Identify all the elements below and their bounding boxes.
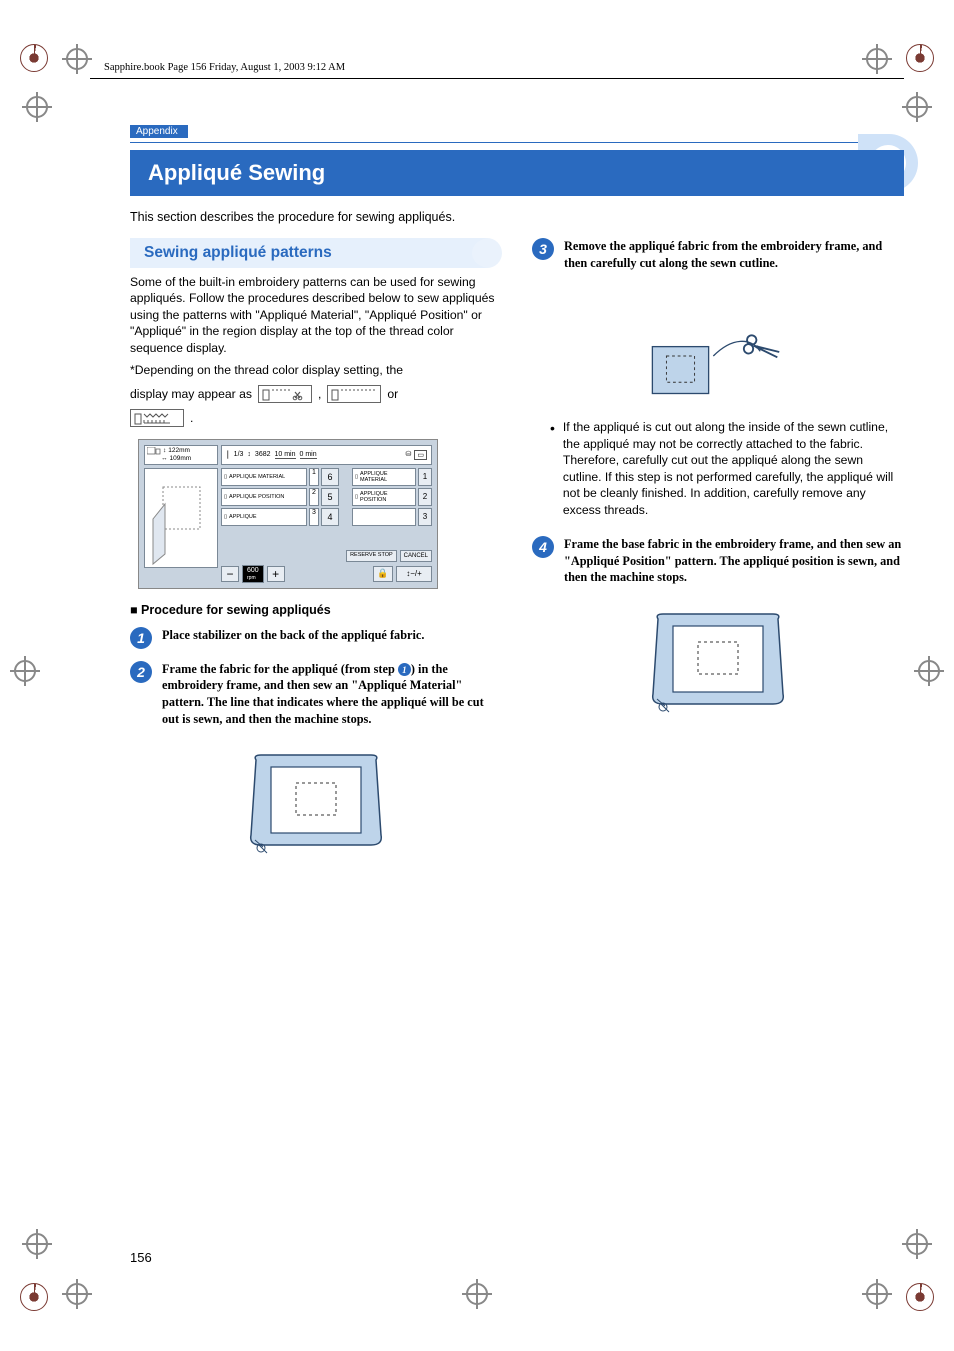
step-num-3: 3 (532, 238, 554, 260)
crop-target (66, 1283, 88, 1305)
page-title: Appliqué Sewing (130, 150, 904, 196)
step-num-1: 1 (130, 627, 152, 649)
spool-icon: ▯ (224, 514, 227, 520)
para-1: Some of the built-in embroidery patterns… (130, 274, 502, 356)
diagram-hoop-2 (643, 604, 793, 714)
lcd-spool-icon: ⛁ (406, 450, 412, 460)
crop-target (26, 1233, 48, 1255)
step-4: 4 Frame the base fabric in the embroider… (532, 536, 904, 586)
display-icon-2 (327, 385, 381, 403)
crop-target (918, 660, 940, 682)
step-3-bullet: If the appliqué is cut out along the ins… (550, 419, 904, 518)
right-column: 3 Remove the appliqué fabric from the em… (532, 238, 904, 855)
lcd-rnum1: 1 (418, 468, 432, 486)
lcd-row2: APPLIQUE POSITION (229, 494, 284, 500)
lcd-size-h: 122mm (168, 447, 190, 454)
spool-icon: ▯ (355, 474, 358, 480)
crop-rosette (906, 1283, 934, 1311)
crop-target (14, 660, 36, 682)
note-or: or (387, 387, 398, 401)
lcd-row1: APPLIQUE MATERIAL (229, 474, 285, 480)
header-rule (90, 78, 904, 79)
display-icon-1 (258, 385, 312, 403)
lcd-rside2: APPLIQUE POSITION (360, 491, 413, 503)
diagram-hoop-1 (241, 745, 391, 855)
step-2-text: Frame the fabric for the appliqué (from … (162, 661, 502, 727)
rpm-label: rpm (247, 575, 256, 581)
lcd-rside1: APPLIQUE MATERIAL (360, 471, 413, 483)
crop-target (906, 96, 928, 118)
lcd-frame-icon: ▭ (414, 450, 427, 460)
page-number: 156 (130, 1250, 152, 1265)
rpm-plus-button[interactable]: + (267, 566, 285, 582)
cancel-button[interactable]: CANCEL (400, 550, 432, 562)
display-icon-3 (130, 409, 184, 427)
step-1: 1 Place stabilizer on the back of the ap… (130, 627, 502, 649)
display-icon-row: display may appear as , (130, 385, 502, 403)
appendix-strip: Appendix (130, 121, 904, 143)
crop-target (66, 48, 88, 70)
step-1-text: Place stabilizer on the back of the appl… (162, 627, 424, 644)
step-num-2: 2 (130, 661, 152, 683)
step-2: 2 Frame the fabric for the appliqué (fro… (130, 661, 502, 727)
crop-rosette (20, 1283, 48, 1311)
note-line: display may appear as (130, 387, 252, 401)
lock-button[interactable]: 🔒 (373, 566, 393, 582)
note-prefix: *Depending on the thread color display s… (130, 362, 502, 378)
note-period: . (190, 411, 193, 425)
crop-rosette (906, 44, 934, 72)
spool-icon: ▯ (224, 494, 227, 500)
step-num-4: 4 (532, 536, 554, 558)
lcd-btn-5[interactable]: 5 (321, 488, 339, 506)
procedure-heading: Procedure for sewing appliqués (130, 603, 502, 617)
step-3: 3 Remove the appliqué fabric from the em… (532, 238, 904, 271)
step-4-text: Frame the base fabric in the embroidery … (564, 536, 904, 586)
display-icon-row-2: . (130, 409, 502, 427)
appendix-label: Appendix (130, 125, 188, 138)
page-body: Sapphire.book Page 156 Friday, August 1,… (90, 50, 904, 1301)
lcd-btn-4[interactable]: 4 (321, 508, 339, 526)
subsection-heading: Sewing appliqué patterns (130, 238, 502, 268)
inline-step-ref-1: 1 (398, 663, 411, 676)
crop-rosette (20, 44, 48, 72)
lcd-time2: 0 min (300, 451, 317, 459)
intro-text: This section describes the procedure for… (130, 210, 904, 224)
lcd-frac: 1/3 (234, 451, 244, 458)
spool-icon: ▯ (224, 474, 227, 480)
machine-lcd-screenshot: ↕122mm ↔109mm ⎮ 1/3 ↕ 3682 10 min 0 min … (138, 439, 438, 589)
note-sep: , (318, 387, 321, 401)
lcd-time1: 10 min (275, 451, 296, 459)
lcd-row3: APPLIQUE (229, 514, 257, 520)
lcd-size-w: 109mm (170, 455, 192, 462)
crop-target (906, 1233, 928, 1255)
spool-icon: ▯ (355, 494, 358, 500)
book-header: Sapphire.book Page 156 Friday, August 1,… (104, 62, 904, 73)
two-column-layout: Sewing appliqué patterns Some of the bui… (130, 238, 904, 855)
crop-target (26, 96, 48, 118)
left-column: Sewing appliqué patterns Some of the bui… (130, 238, 502, 855)
lcd-rnum2: 2 (418, 488, 432, 506)
needle-icon: ⎮ (226, 451, 230, 459)
reserve-stop-button[interactable]: RESERVE STOP (346, 550, 397, 562)
needle-move-button[interactable]: ↕−/+ (396, 566, 432, 582)
lcd-rnum3: 3 (418, 508, 432, 526)
thread-icon: ↕ (247, 451, 251, 458)
diagram-scissors (643, 301, 793, 411)
step-3-text: Remove the appliqué fabric from the embr… (564, 238, 904, 271)
rpm-minus-button[interactable]: − (221, 566, 239, 582)
lcd-btn-6[interactable]: 6 (321, 468, 339, 486)
rpm-value: 600 (247, 567, 259, 574)
lcd-stitches: 3682 (255, 451, 271, 458)
